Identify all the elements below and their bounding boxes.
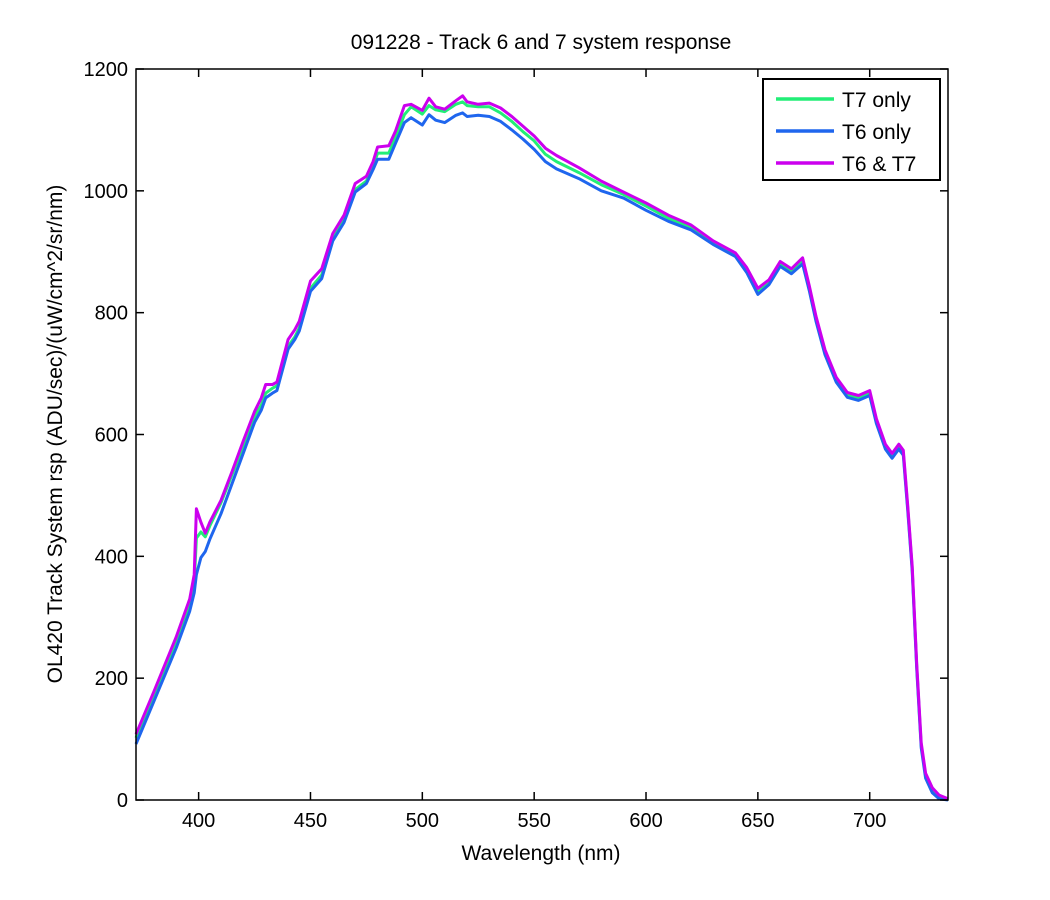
legend-label-3: T6 & T7 [842,153,916,176]
legend-label-1: T7 only [842,89,911,112]
y-tick-label: 0 [117,790,128,812]
x-tick-label: 450 [294,810,327,832]
y-tick-label: 600 [95,425,128,447]
legend-label-2: T6 only [842,121,911,144]
chart-title: 091228 - Track 6 and 7 system response [351,31,732,54]
y-axis-label: OL420 Track System rsp (ADU/sec)/(uW/cm^… [44,185,67,684]
series-line-2 [134,111,949,802]
legend: T7 only T6 only T6 & T7 [762,78,941,181]
x-tick-label: 650 [741,810,774,832]
series-layer [134,94,949,802]
x-tick-label: 700 [853,810,886,832]
y-tick-label: 800 [95,303,128,325]
x-axis-ticks: 400 450 500 550 600 650 700 [182,69,886,832]
y-axis-ticks: 0 200 400 600 800 1000 1200 [84,59,948,812]
y-tick-label: 400 [95,546,128,568]
plot-area: 400 450 500 550 600 650 700 0 200 400 600 800 1000 1… [84,59,949,832]
x-axis-label: Wavelength (nm) [461,842,620,865]
series-line-3 [134,94,949,801]
x-tick-label: 550 [517,810,550,832]
y-tick-label: 200 [95,668,128,690]
x-tick-label: 600 [629,810,662,832]
x-tick-label: 500 [406,810,439,832]
x-tick-label: 400 [182,810,215,832]
y-tick-label: 1000 [84,181,129,203]
y-tick-label: 1200 [84,59,129,81]
series-line-1 [134,100,949,802]
